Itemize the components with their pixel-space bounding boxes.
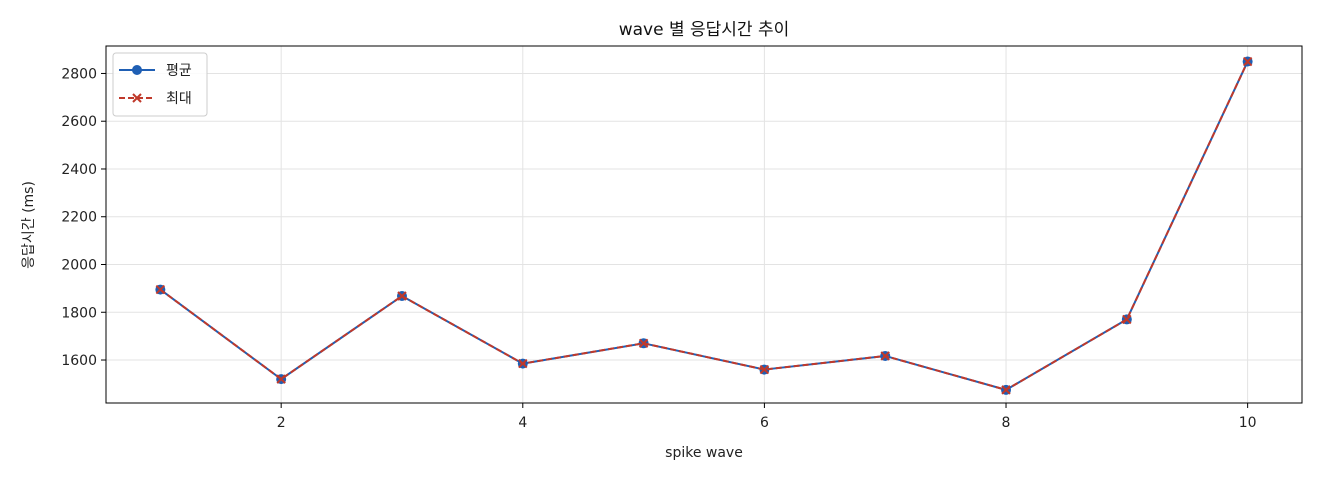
x-axis-label: spike wave bbox=[665, 445, 743, 461]
legend-marker bbox=[132, 65, 142, 75]
data-point-x bbox=[518, 358, 528, 369]
series-line bbox=[159, 61, 1249, 391]
data-point-x bbox=[1122, 314, 1132, 325]
data-point-x bbox=[759, 364, 770, 375]
legend-box bbox=[112, 52, 208, 117]
y-tick-label: 2400 bbox=[61, 162, 97, 178]
grid-layer bbox=[106, 46, 1302, 403]
legend-entry: 최대 bbox=[119, 91, 192, 107]
series-2 bbox=[155, 56, 1253, 395]
series-line bbox=[159, 61, 1249, 391]
legend-marker bbox=[132, 93, 142, 103]
data-point-x-stroke bbox=[1122, 314, 1132, 325]
y-tick-label: 2800 bbox=[61, 66, 97, 82]
series-1 bbox=[155, 56, 1253, 395]
data-point-x bbox=[397, 291, 407, 301]
y-tick-label: 2600 bbox=[61, 114, 97, 130]
y-tick-label: 1600 bbox=[61, 353, 97, 369]
ticks-layer: 2 4 6 8 10 1600 1800 2000 2200 2400 2600 2800 bbox=[61, 66, 1256, 431]
legend-marker-stroke bbox=[132, 93, 142, 103]
x-tick-label: 2 bbox=[277, 415, 286, 431]
data-point-x-stroke bbox=[1001, 385, 1011, 395]
data-point-x-stroke bbox=[759, 364, 770, 375]
x-tick-label: 10 bbox=[1239, 415, 1257, 431]
chart-title: wave 별 응답시간 추이 bbox=[619, 20, 790, 40]
plot-area-frame bbox=[105, 45, 1303, 404]
data-point-x bbox=[1001, 385, 1011, 395]
data-point-x bbox=[638, 338, 649, 349]
data-point-x-stroke bbox=[518, 358, 528, 369]
data-point-x bbox=[276, 374, 286, 384]
data-point-x-stroke bbox=[1242, 56, 1253, 67]
legend-entry: 평균 bbox=[119, 63, 192, 79]
x-tick-label: 4 bbox=[518, 415, 527, 431]
series-layer bbox=[155, 56, 1253, 395]
data-point-x-stroke bbox=[397, 291, 407, 301]
data-point-x bbox=[155, 284, 166, 295]
data-point-x-stroke bbox=[276, 374, 286, 384]
legend-label: 평균 bbox=[166, 63, 192, 79]
data-point-x-stroke bbox=[155, 284, 166, 295]
x-tick-label: 8 bbox=[1002, 415, 1011, 431]
data-point-x-stroke bbox=[638, 338, 649, 349]
legend-label: 최대 bbox=[166, 91, 192, 107]
y-axis-label: 응답시간 (ms) bbox=[21, 181, 37, 269]
y-tick-label: 2000 bbox=[61, 257, 97, 273]
data-point-x bbox=[1242, 56, 1253, 67]
y-tick-label: 1800 bbox=[61, 305, 97, 321]
data-point-x-stroke bbox=[880, 351, 890, 361]
data-point-x bbox=[880, 351, 890, 361]
x-tick-label: 6 bbox=[760, 415, 769, 431]
y-tick-label: 2200 bbox=[61, 210, 97, 226]
